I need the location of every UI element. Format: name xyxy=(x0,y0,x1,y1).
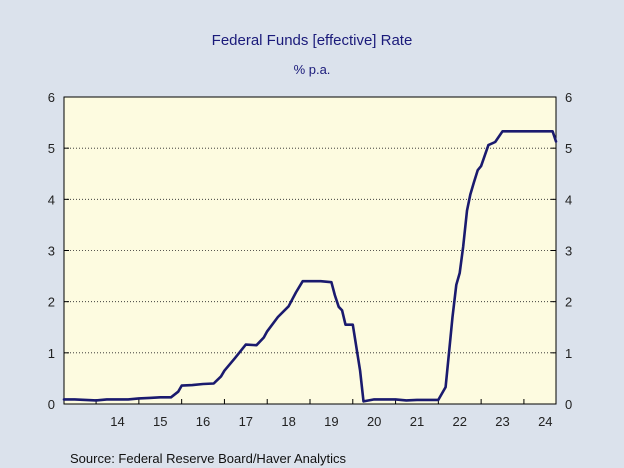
y-tick-label-left: 5 xyxy=(48,141,55,156)
x-tick-label: 20 xyxy=(367,414,381,429)
y-tick-label-left: 6 xyxy=(48,90,55,105)
x-tick-label: 24 xyxy=(538,414,552,429)
x-axis: 14 15 16 17 18 19 20 21 22 23 24 xyxy=(95,399,553,429)
x-tick-label: 15 xyxy=(153,414,167,429)
y-tick-label-right: 2 xyxy=(565,295,572,310)
y-tick-label-left: 1 xyxy=(48,346,55,361)
x-tick-label: 21 xyxy=(410,414,424,429)
x-tick-label: 22 xyxy=(453,414,467,429)
y-tick-label-right: 3 xyxy=(565,244,572,259)
y-tick-label-right: 6 xyxy=(565,90,572,105)
y-axis-left: 0 1 2 3 4 5 6 xyxy=(48,90,69,412)
y-tick-label-right: 1 xyxy=(565,346,572,361)
y-tick-label-left: 4 xyxy=(48,192,55,207)
x-tick-label: 16 xyxy=(196,414,210,429)
x-tick-label: 18 xyxy=(281,414,295,429)
x-tick-label: 23 xyxy=(495,414,509,429)
y-tick-label-right: 4 xyxy=(565,192,572,207)
fed-funds-rate-line xyxy=(62,130,558,403)
x-tick-label: 19 xyxy=(324,414,338,429)
y-tick-label-right: 5 xyxy=(565,141,572,156)
x-tick-label: 14 xyxy=(110,414,124,429)
x-tick-label: 17 xyxy=(239,414,253,429)
y-tick-label-right: 0 xyxy=(565,397,572,412)
chart-title: Federal Funds [effective] Rate xyxy=(212,32,413,49)
source-note: Source: Federal Reserve Board/Haver Anal… xyxy=(70,451,347,466)
y-axis-right: 0 1 2 3 4 5 6 xyxy=(551,90,572,412)
series-group xyxy=(62,130,558,403)
y-tick-label-left: 3 xyxy=(48,244,55,259)
y-tick-label-left: 0 xyxy=(48,397,55,412)
y-tick-label-left: 2 xyxy=(48,295,55,310)
grid-lines xyxy=(64,147,556,354)
chart-subtitle: % p.a. xyxy=(294,62,331,77)
